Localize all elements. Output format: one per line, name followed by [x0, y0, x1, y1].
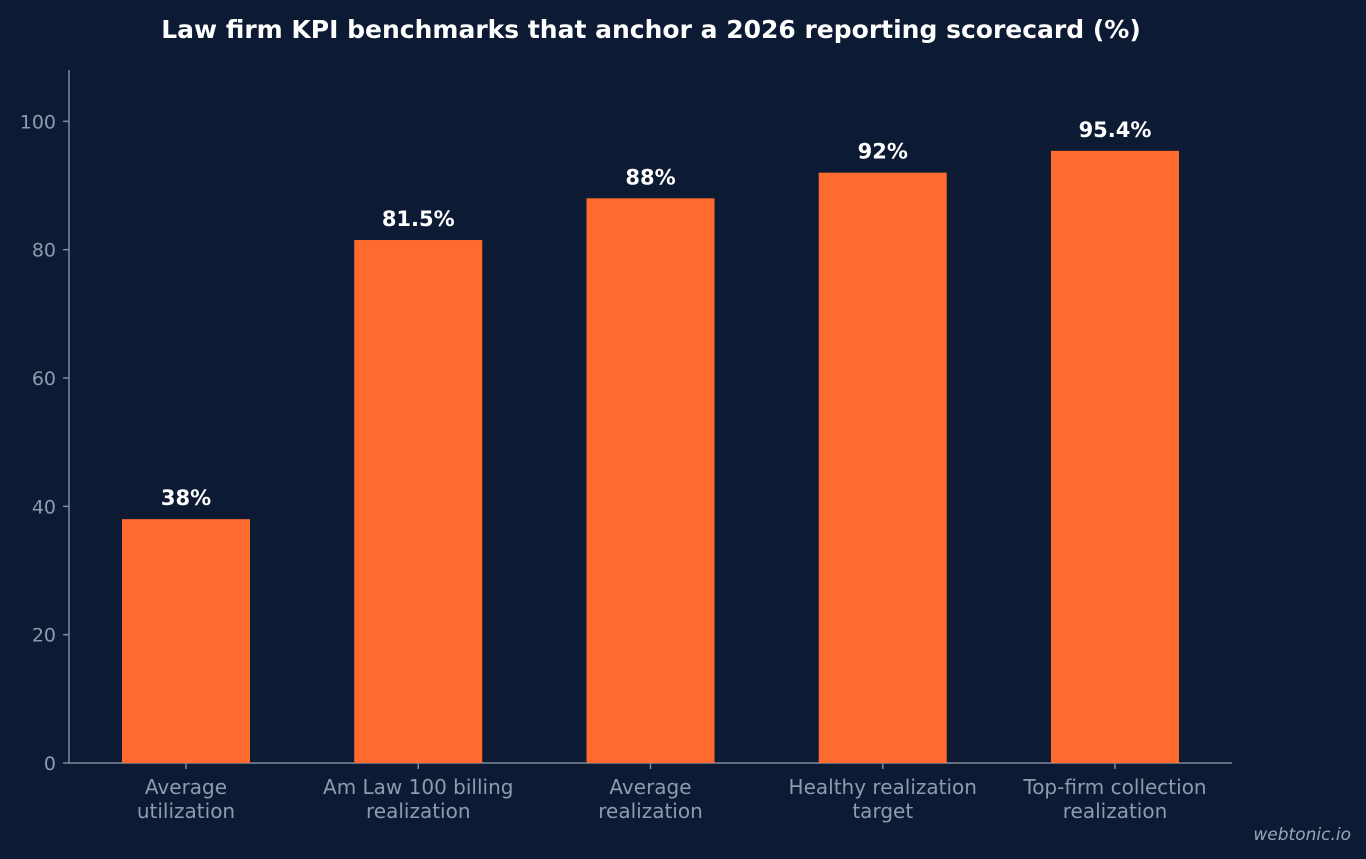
bar: [1051, 150, 1179, 764]
category-label: Average: [609, 775, 691, 799]
category-label: Healthy realization: [789, 775, 977, 799]
watermark: webtonic.io: [1253, 825, 1351, 845]
y-tick-label: 20: [32, 625, 56, 647]
y-tick-label: 40: [32, 496, 56, 518]
category-label: Average: [145, 775, 227, 799]
bars: [122, 150, 1179, 764]
y-tick-label: 0: [44, 753, 56, 775]
data-label: 81.5%: [382, 207, 455, 231]
data-labels: 38% 81.5% 88% 92% 95.4%: [161, 118, 1152, 510]
y-tick-label: 100: [20, 111, 56, 133]
y-axis: 0 20 40 60 80 100: [20, 70, 70, 775]
data-label: 92%: [858, 140, 908, 164]
bar: [354, 240, 483, 763]
bar: [818, 172, 947, 763]
x-axis: [69, 762, 1232, 769]
category-label: target: [852, 799, 913, 823]
y-tick-label: 60: [32, 368, 56, 390]
data-label: 88%: [625, 165, 675, 189]
category-label: realization: [366, 799, 471, 823]
chart-title: Law firm KPI benchmarks that anchor a 20…: [161, 15, 1141, 44]
y-tick-label: 80: [32, 240, 56, 262]
bar: [122, 519, 250, 763]
category-label: realization: [598, 799, 703, 823]
bar: [586, 198, 715, 764]
category-label: Am Law 100 billing: [323, 775, 513, 799]
data-label: 95.4%: [1079, 118, 1152, 142]
category-label: utilization: [137, 799, 235, 823]
category-label: realization: [1063, 799, 1168, 823]
data-label: 38%: [161, 486, 211, 510]
category-label: Top-firm collection: [1022, 775, 1206, 799]
